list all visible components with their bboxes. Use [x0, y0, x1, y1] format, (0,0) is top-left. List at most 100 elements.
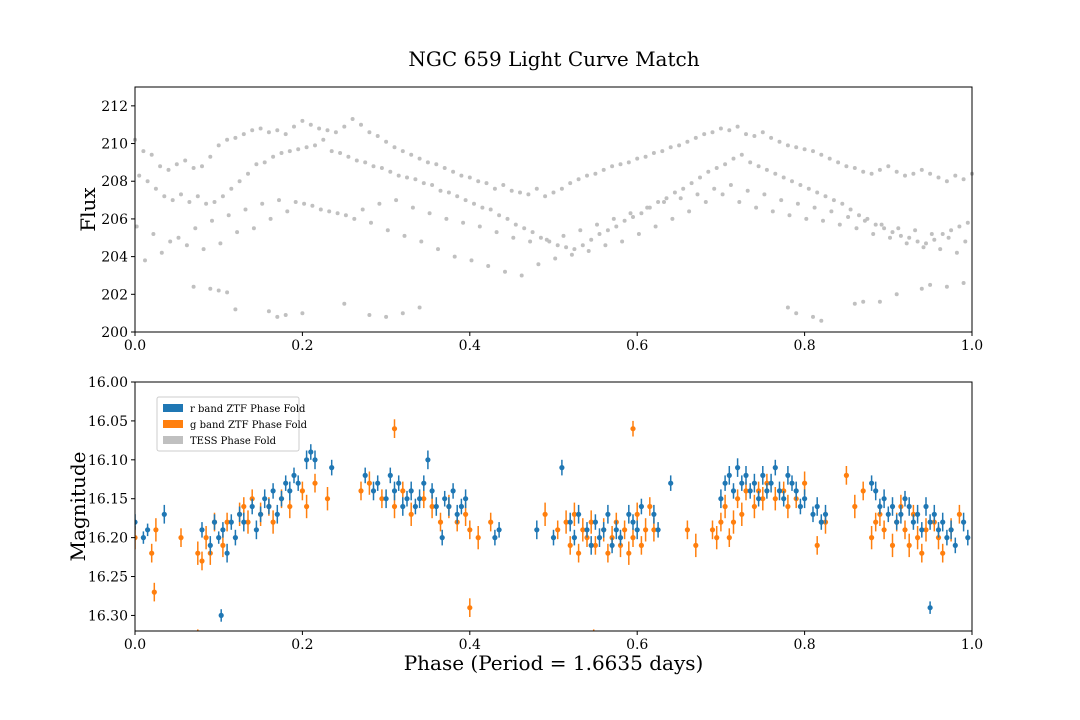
tess-point — [434, 162, 438, 166]
r-band-point — [752, 481, 757, 486]
tess-point — [578, 228, 582, 232]
r-band-point — [756, 496, 761, 501]
tess-point — [690, 181, 694, 185]
r-band-point — [781, 496, 786, 501]
r-band-point — [953, 543, 958, 548]
tess-point — [330, 149, 334, 153]
tess-point — [411, 206, 415, 210]
tess-point — [598, 232, 602, 236]
g-band-point — [773, 496, 778, 501]
r-band-point — [735, 465, 740, 470]
tess-point — [819, 319, 823, 323]
tess-point — [510, 189, 514, 193]
tess-point — [522, 226, 526, 230]
tess-point — [685, 140, 689, 144]
tess-point — [627, 160, 631, 164]
tess-point — [629, 211, 633, 215]
tess-point — [543, 194, 547, 198]
r-band-point — [279, 496, 284, 501]
tess-point — [673, 191, 677, 195]
r-band-point — [731, 488, 736, 493]
r-band-point — [601, 527, 606, 532]
tess-point — [861, 170, 865, 174]
tess-point — [394, 198, 398, 202]
r-band-point — [396, 481, 401, 486]
r-band-point — [229, 520, 234, 525]
tess-point — [489, 208, 493, 212]
tess-point — [413, 177, 417, 181]
tess-point — [384, 315, 388, 319]
flux-y-tick-label: 204 — [101, 250, 128, 266]
tess-point — [196, 194, 200, 198]
tess-point — [911, 172, 915, 176]
tess-point — [254, 162, 258, 166]
tess-point — [620, 240, 624, 244]
tess-point — [669, 145, 673, 149]
r-band-point — [936, 527, 941, 532]
r-band-point — [589, 543, 594, 548]
r-band-point — [425, 457, 430, 462]
r-band-point — [656, 527, 661, 532]
tess-point — [928, 172, 932, 176]
flux-x-tick-label: 1.0 — [961, 338, 983, 354]
tess-point — [606, 228, 610, 232]
tess-point — [430, 183, 434, 187]
g-band-point — [409, 512, 414, 517]
tess-point — [444, 217, 448, 221]
tess-point — [748, 160, 752, 164]
r-band-point — [911, 520, 916, 525]
g-band-point — [815, 543, 820, 548]
g-band-point — [199, 558, 204, 563]
tess-point — [804, 217, 808, 221]
tess-point — [813, 206, 817, 210]
r-band-point — [208, 543, 213, 548]
r-band-point — [145, 527, 150, 532]
g-band-point — [630, 535, 635, 540]
tess-point — [235, 230, 239, 234]
tess-point — [493, 187, 497, 191]
flux-y-tick-label: 210 — [101, 137, 128, 153]
tess-point — [288, 149, 292, 153]
magnitude-panel: 0.0 0.2 0.4 0.6 0.8 1.0 16.0016.0516.1016.151… — [66, 370, 983, 675]
tess-point — [723, 162, 727, 166]
tess-point — [828, 157, 832, 161]
r-band-point — [794, 488, 799, 493]
flux-y-tick-label: 208 — [101, 174, 128, 190]
g-band-point — [643, 527, 648, 532]
tess-point — [167, 168, 171, 172]
g-band-point — [723, 504, 728, 509]
r-band-point — [287, 488, 292, 493]
r-band-point — [923, 504, 928, 509]
r-band-point — [890, 504, 895, 509]
g-band-point — [785, 504, 790, 509]
r-band-point — [141, 535, 146, 540]
tess-point — [761, 130, 765, 134]
tess-point — [526, 192, 530, 196]
tess-point — [459, 174, 463, 178]
tess-point — [849, 208, 853, 212]
flux-y-tick-label: 202 — [101, 287, 128, 303]
r-band-point — [810, 512, 815, 517]
tess-point — [737, 200, 741, 204]
g-band-point — [367, 481, 372, 486]
tess-point — [503, 270, 507, 274]
tess-point — [313, 143, 317, 147]
r-band-point — [417, 496, 422, 501]
tess-point — [146, 179, 150, 183]
tess-point — [363, 160, 367, 164]
tess-point — [824, 194, 828, 198]
r-band-point — [455, 512, 460, 517]
tess-point — [595, 223, 599, 227]
tess-point — [210, 219, 214, 223]
flux-panel: 0.0 0.2 0.4 0.6 0.8 1.0 200202204206208210212… — [76, 87, 983, 354]
tess-point — [367, 313, 371, 317]
tess-point — [154, 187, 158, 191]
tess-point — [947, 236, 951, 240]
tess-point — [269, 217, 273, 221]
tess-point — [907, 236, 911, 240]
r-band-point — [363, 473, 368, 478]
g-band-point — [392, 426, 397, 431]
tess-point — [453, 255, 457, 259]
tess-point — [819, 153, 823, 157]
